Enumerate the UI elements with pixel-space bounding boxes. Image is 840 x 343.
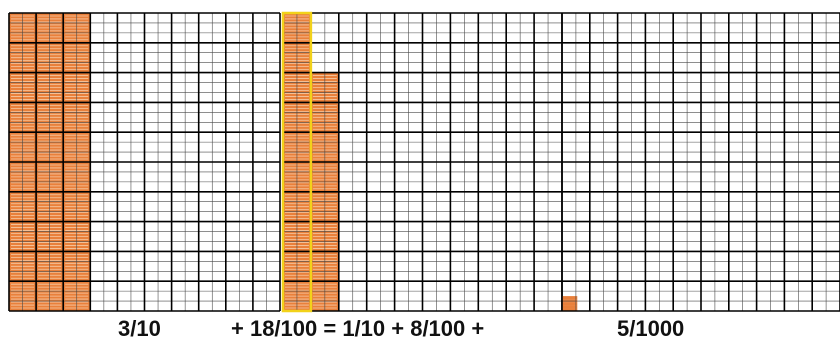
thousandths-grid-shaded-thousandth-5 bbox=[562, 296, 578, 300]
thousandths-grid-shaded-thousandth-4 bbox=[562, 299, 578, 303]
thousandths-grid-shaded-thousandth-3 bbox=[562, 302, 578, 306]
hundredths-grid-highlight-column bbox=[281, 11, 313, 313]
label-eighteen-hundredths-equation: + 18/100 = 1/10 + 8/100 + bbox=[231, 316, 485, 341]
thousandths-grid-shaded-thousandth-2 bbox=[562, 305, 578, 309]
label-three-tenths: 3/10 bbox=[118, 316, 161, 341]
label-five-thousandths: 5/1000 bbox=[617, 316, 685, 341]
thousandths-grid-shaded-thousandth-1 bbox=[562, 308, 578, 311]
